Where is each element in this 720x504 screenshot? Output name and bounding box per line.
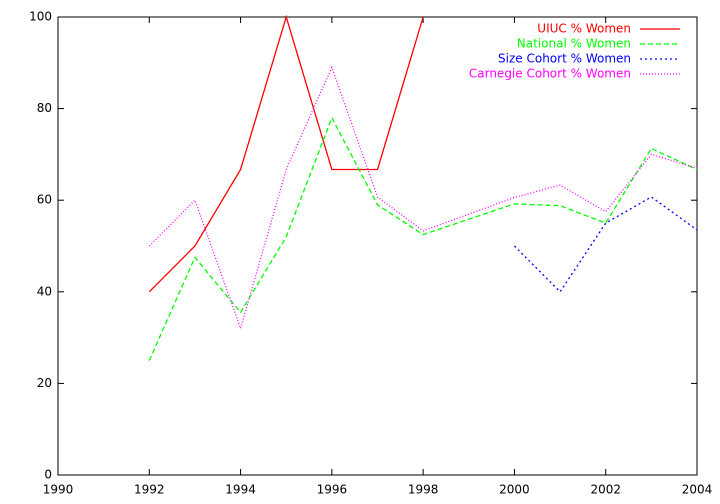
x-tick-label: 1996 bbox=[317, 483, 348, 497]
x-tick-label: 2004 bbox=[682, 483, 713, 497]
legend-label: National % Women bbox=[517, 37, 631, 51]
x-tick-label: 1990 bbox=[43, 483, 74, 497]
x-tick-label: 1992 bbox=[134, 483, 165, 497]
x-tick-label: 1994 bbox=[225, 483, 256, 497]
series-line bbox=[513, 196, 698, 293]
x-tick-label: 2000 bbox=[499, 483, 530, 497]
y-tick-label: 20 bbox=[37, 376, 52, 390]
y-tick-label: 100 bbox=[29, 10, 52, 24]
x-tick-label: 1998 bbox=[408, 483, 439, 497]
y-tick-label: 60 bbox=[37, 193, 52, 207]
series-line bbox=[148, 65, 698, 331]
y-tick-label: 0 bbox=[44, 468, 52, 482]
legend-label: Size Cohort % Women bbox=[498, 52, 631, 66]
legend-label: Carnegie Cohort % Women bbox=[469, 67, 631, 81]
series-line bbox=[148, 116, 698, 361]
legend-label: UIUC % Women bbox=[537, 22, 631, 36]
x-tick-label: 2002 bbox=[590, 483, 621, 497]
y-tick-label: 40 bbox=[37, 284, 52, 298]
series-line bbox=[148, 14, 424, 293]
y-tick-label: 80 bbox=[37, 101, 52, 115]
plot-frame bbox=[57, 16, 698, 476]
